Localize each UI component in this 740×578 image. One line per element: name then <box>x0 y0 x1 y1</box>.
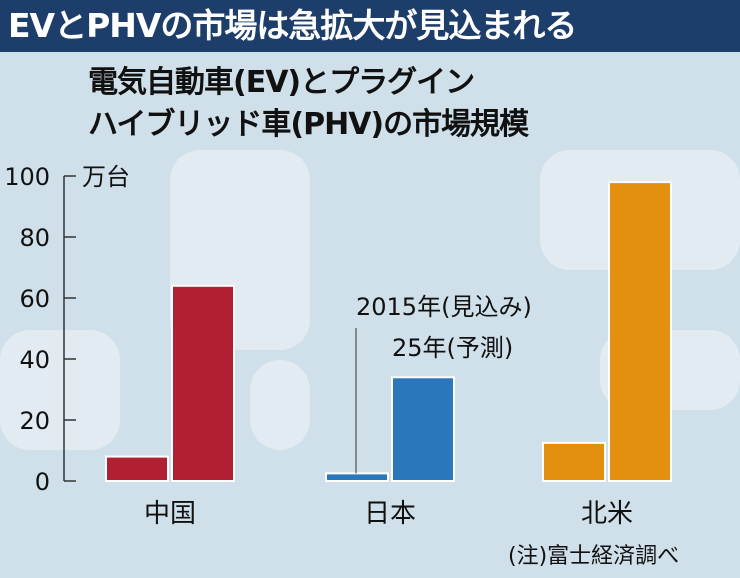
category-label: 中国 <box>144 499 196 529</box>
y-tick-label: 100 <box>4 163 50 191</box>
y-tick-label: 80 <box>19 224 50 252</box>
y-tick-label: 0 <box>35 468 50 496</box>
bar-2025 <box>608 181 672 482</box>
bar-2015 <box>542 441 606 482</box>
chart-title-line-2: ハイブリッド車(PHV)の市場規模 <box>88 107 529 142</box>
bar-2015 <box>325 472 389 482</box>
category-label: 北米 <box>581 499 633 529</box>
bar-2025 <box>391 376 455 482</box>
map-landmass <box>0 330 120 450</box>
bar-2015 <box>105 455 169 483</box>
annotation-2015: 2015年(見込み) <box>356 293 532 321</box>
category-label: 日本 <box>364 499 416 529</box>
map-landmass <box>250 360 310 450</box>
chart-title: 電気自動車(EV)とプラグイン ハイブリッド車(PHV)の市場規模 <box>88 62 529 146</box>
y-unit-label: 万台 <box>82 163 130 191</box>
y-tick-label: 20 <box>19 407 50 435</box>
y-tick-label: 40 <box>19 346 50 374</box>
y-tick-label: 60 <box>19 285 50 313</box>
chart-title-line-1: 電気自動車(EV)とプラグイン <box>88 65 475 100</box>
annotation-2025: 25年(予測) <box>392 334 513 362</box>
bar-2025 <box>171 284 235 482</box>
source-note: (注)富士経済調べ <box>508 544 680 569</box>
headline: EVとPHVの市場は急拡大が見込まれる <box>0 0 740 52</box>
